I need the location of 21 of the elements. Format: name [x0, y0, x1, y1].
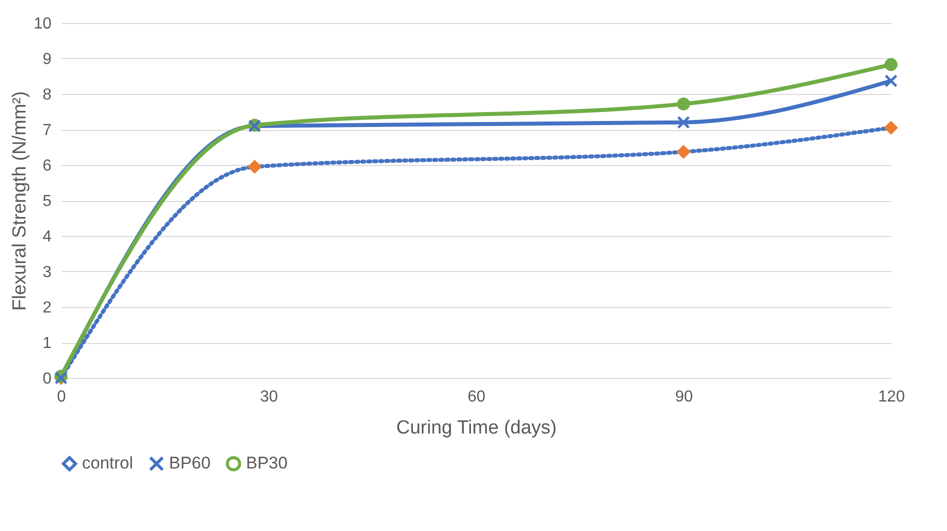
y-tick-label: 4 — [42, 228, 52, 246]
y-tick-label: 10 — [34, 16, 52, 32]
x-tick-label: 120 — [878, 388, 905, 406]
x-tick-label: 60 — [468, 388, 486, 406]
y-tick-label: 9 — [42, 51, 52, 68]
y-tick-label: 3 — [42, 264, 52, 281]
x-axis-title: Curing Time (days) — [396, 418, 557, 438]
y-tick-label: 7 — [42, 122, 52, 139]
y-tick-label: 5 — [42, 193, 52, 210]
legend-label: control — [82, 454, 134, 473]
legend-label: BP60 — [169, 454, 211, 473]
x-tick-label: 0 — [57, 388, 66, 406]
y-axis-title: Flexural Strength (N/mm²) — [10, 91, 31, 311]
y-tick-label: 1 — [42, 335, 52, 352]
y-tick-label: 8 — [42, 86, 52, 104]
y-tick-label: 0 — [42, 370, 52, 388]
x-tick-label: 90 — [675, 388, 693, 406]
y-tick-label: 6 — [42, 158, 52, 174]
y-tick-label: 2 — [42, 300, 52, 316]
x-tick-label: 30 — [260, 388, 278, 406]
legend-label: BP30 — [246, 454, 288, 473]
